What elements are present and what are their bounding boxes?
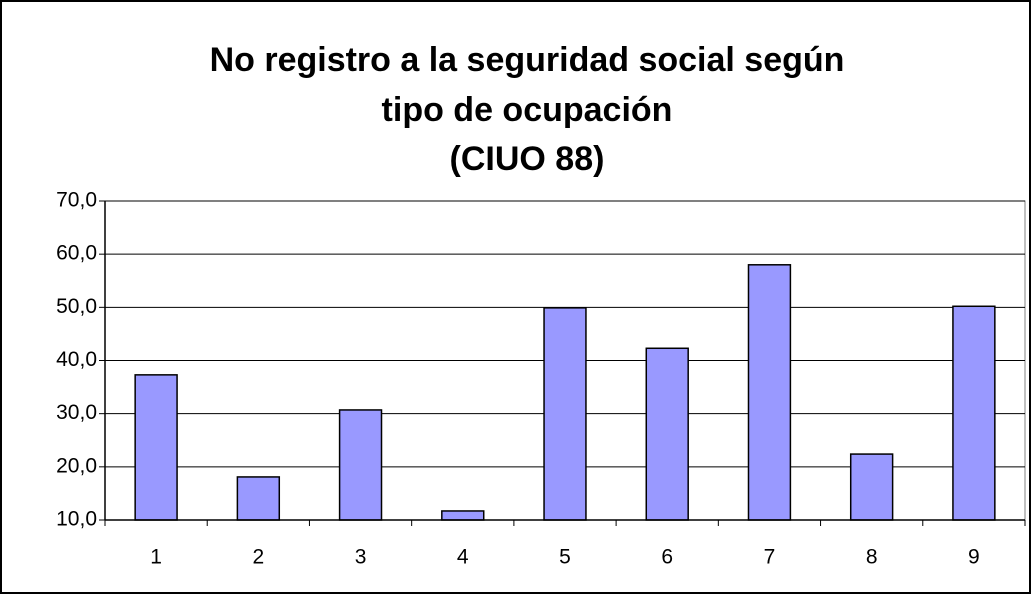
y-tick-label: 70,0	[56, 189, 97, 212]
chart-title: tipo de ocupación	[382, 91, 673, 129]
x-tick-label: 4	[457, 546, 469, 569]
bar	[747, 264, 792, 521]
x-tick-label: 9	[968, 546, 980, 569]
x-tick-label: 2	[252, 546, 264, 569]
bar	[236, 476, 281, 521]
chart-title: No registro a la seguridad social según	[210, 41, 845, 79]
x-tick-label: 8	[866, 546, 878, 569]
bar	[849, 453, 894, 521]
y-tick-label: 40,0	[56, 348, 97, 371]
y-tick-label: 20,0	[56, 454, 97, 477]
x-tick-label: 1	[150, 546, 162, 569]
y-tick-label: 60,0	[56, 242, 97, 265]
x-tick-label: 5	[559, 546, 571, 569]
x-tick-label: 7	[764, 546, 776, 569]
y-tick-label: 10,0	[56, 508, 97, 531]
bar	[645, 347, 689, 521]
bar	[338, 409, 383, 521]
bar	[134, 374, 178, 521]
bar	[952, 305, 996, 521]
bar	[441, 510, 485, 521]
y-tick-label: 50,0	[56, 295, 97, 318]
x-tick-label: 3	[355, 546, 367, 569]
y-tick-label: 30,0	[56, 401, 97, 424]
bar	[543, 307, 587, 521]
chart-title: (CIUO 88)	[450, 140, 605, 178]
x-tick-label: 6	[661, 546, 673, 569]
